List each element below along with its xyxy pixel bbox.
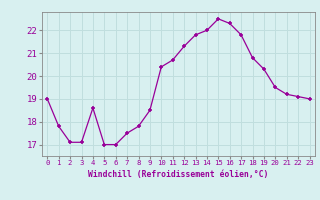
X-axis label: Windchill (Refroidissement éolien,°C): Windchill (Refroidissement éolien,°C) [88, 170, 268, 179]
